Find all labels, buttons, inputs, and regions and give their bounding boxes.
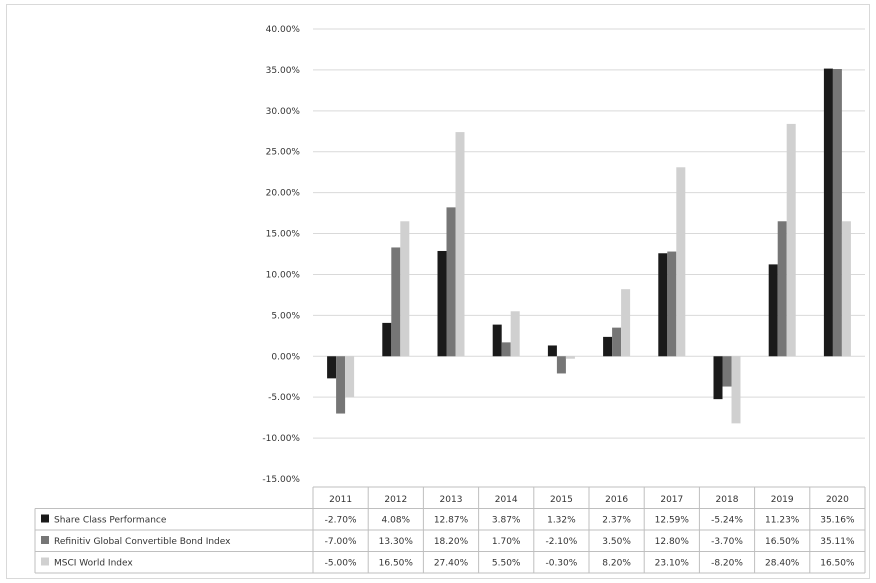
bar-3-2011 xyxy=(345,356,355,398)
y-tick-label: 15.00% xyxy=(266,230,301,240)
bar-1-2017 xyxy=(658,253,668,357)
bar-1-2012 xyxy=(382,322,392,357)
data-label: 4.08% xyxy=(382,516,411,526)
bar-3-2016 xyxy=(621,289,631,357)
bar-2-2011 xyxy=(336,356,346,414)
data-label: 3.87% xyxy=(492,516,521,526)
bar-3-2018 xyxy=(731,356,741,424)
x-tick-label: 2017 xyxy=(660,495,683,505)
data-label: 35.16% xyxy=(820,516,855,526)
data-label: 2.37% xyxy=(602,516,631,526)
data-label: 23.10% xyxy=(655,559,690,569)
data-label: -8.20% xyxy=(711,559,743,569)
bar-1-2018 xyxy=(713,356,723,400)
data-label: -0.30% xyxy=(545,559,577,569)
bar-2-2020 xyxy=(832,69,842,357)
x-tick-label: 2020 xyxy=(826,495,849,505)
data-label: -3.70% xyxy=(711,537,743,547)
y-tick-label: 10.00% xyxy=(266,270,301,280)
y-tick-label: -10.00% xyxy=(262,434,300,444)
bars xyxy=(327,68,851,424)
data-label: 12.80% xyxy=(655,537,690,547)
data-label: -5.24% xyxy=(711,516,743,526)
legend-swatch xyxy=(41,557,49,566)
data-label: 1.70% xyxy=(492,537,521,547)
bar-2-2017 xyxy=(667,251,677,357)
x-tick-label: 2015 xyxy=(550,495,573,505)
data-label: 28.40% xyxy=(765,559,800,569)
bar-1-2011 xyxy=(327,356,337,379)
bar-3-2014 xyxy=(510,311,520,357)
y-tick-label: 20.00% xyxy=(266,189,301,199)
y-tick-label: 40.00% xyxy=(266,25,301,35)
y-tick-label: -5.00% xyxy=(268,393,300,403)
data-label: 16.50% xyxy=(379,559,414,569)
bar-2-2019 xyxy=(777,221,787,357)
data-label: 8.20% xyxy=(602,559,631,569)
legend-label: MSCI World Index xyxy=(54,559,133,569)
bar-3-2019 xyxy=(786,123,796,357)
bar-1-2020 xyxy=(823,68,833,357)
x-tick-label: 2018 xyxy=(716,495,739,505)
y-axis-tick-labels: 40.00% 35.00% 30.00% 25.00% 20.00% 15.00% 10.0… xyxy=(262,25,300,485)
data-label: -2.10% xyxy=(545,537,577,547)
data-label: 13.30% xyxy=(379,537,414,547)
legend-swatch xyxy=(41,536,49,544)
data-label: 18.20% xyxy=(434,537,469,547)
y-tick-label: 25.00% xyxy=(266,148,301,158)
data-label: 16.50% xyxy=(765,537,800,547)
y-tick-label: 0.00% xyxy=(271,352,300,362)
legend-swatch xyxy=(41,514,49,523)
y-tick-label: 5.00% xyxy=(271,311,300,321)
data-label: -7.00% xyxy=(325,537,357,547)
data-label: 1.32% xyxy=(547,516,576,526)
x-tick-label: 2019 xyxy=(771,495,794,505)
data-label: 12.87% xyxy=(434,516,469,526)
data-label: 5.50% xyxy=(492,559,521,569)
bar-3-2013 xyxy=(455,132,465,357)
legend-label: Refinitiv Global Convertible Bond Index xyxy=(54,537,231,547)
data-label: 35.11% xyxy=(820,537,855,547)
bar-3-2012 xyxy=(400,221,410,357)
bar-2-2014 xyxy=(501,342,511,357)
data-label: 3.50% xyxy=(602,537,631,547)
bar-1-2016 xyxy=(603,336,613,357)
bar-2-2015 xyxy=(556,356,566,374)
bar-2-2013 xyxy=(446,207,456,357)
bar-3-2020 xyxy=(841,221,851,357)
bar-2-2018 xyxy=(722,356,732,387)
bar-3-2017 xyxy=(676,167,686,357)
data-label: 11.23% xyxy=(765,516,800,526)
x-tick-label: 2016 xyxy=(605,495,628,505)
data-label: 16.50% xyxy=(820,559,855,569)
x-tick-label: 2012 xyxy=(384,495,407,505)
data-label: -5.00% xyxy=(325,559,357,569)
legend-label: Share Class Performance xyxy=(54,516,167,526)
y-tick-label: -15.00% xyxy=(262,475,300,485)
bar-1-2015 xyxy=(547,345,557,357)
bar-1-2019 xyxy=(768,264,778,357)
data-label: -2.70% xyxy=(325,516,357,526)
x-tick-label: 2014 xyxy=(495,495,518,505)
bar-1-2013 xyxy=(437,250,447,357)
y-tick-label: 35.00% xyxy=(266,66,301,76)
data-label: 27.40% xyxy=(434,559,469,569)
x-tick-label: 2013 xyxy=(440,495,463,505)
bar-1-2014 xyxy=(492,324,502,357)
bar-2-2016 xyxy=(612,327,622,357)
bar-2-2012 xyxy=(391,247,401,357)
y-tick-label: 30.00% xyxy=(266,107,301,117)
chart-frame xyxy=(6,4,870,579)
x-tick-label: 2011 xyxy=(329,495,352,505)
data-table: 2011 2012 2013 2014 2015 2016 2017 2018 2019 2020… xyxy=(34,486,866,574)
data-label: 12.59% xyxy=(655,516,690,526)
bar-3-2015 xyxy=(565,356,575,359)
